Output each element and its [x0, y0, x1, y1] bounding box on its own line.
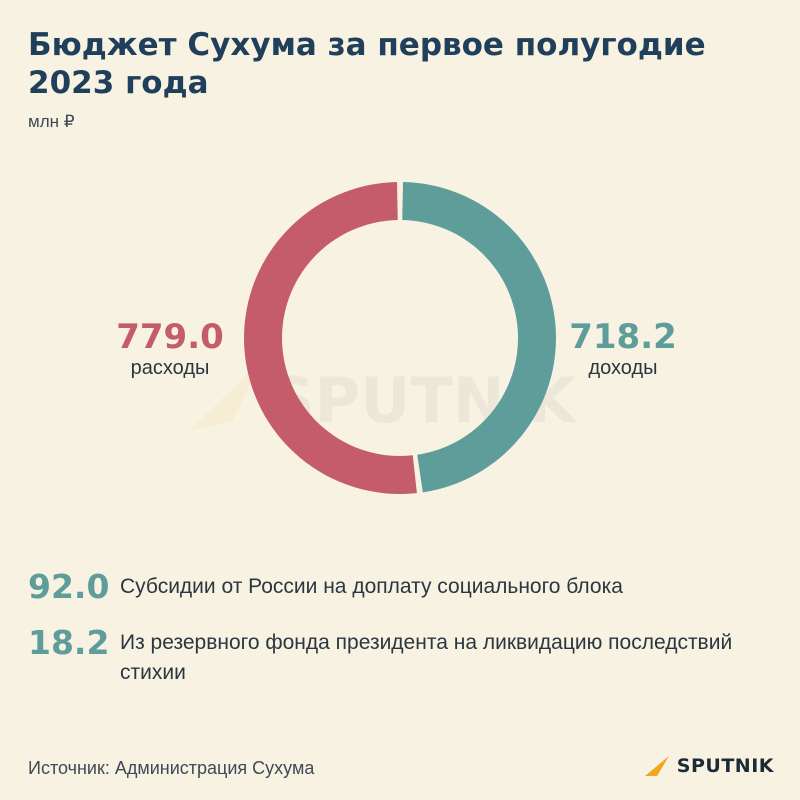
brand-logo: SPUTNIK: [643, 754, 774, 778]
donut-slices: [244, 182, 556, 494]
page-title: Бюджет Сухума за первое полугодие 2023 г…: [28, 27, 706, 101]
expenses-label: расходы: [131, 357, 210, 379]
watermark-logo-icon: [190, 360, 262, 430]
brand-name: SPUTNIK: [676, 755, 774, 777]
stat-item: 92.0 Субсидии от России на доплату социа…: [28, 568, 768, 606]
expenses-value: 779.0: [116, 317, 224, 357]
sputnik-logo-icon: [644, 756, 669, 776]
donut-slice-expenses: [244, 182, 417, 494]
donut-slice-income: [402, 182, 556, 493]
stat-text: Субсидии от России на доплату социальног…: [120, 575, 623, 598]
stat-value: 92.0: [28, 567, 110, 606]
income-label: доходы: [588, 357, 657, 379]
stat-value: 18.2: [28, 623, 110, 662]
stat-text: Из резервного фонда президента на ликвид…: [120, 631, 733, 684]
unit-label: млн ₽: [28, 112, 75, 131]
source-note: Источник: Администрация Сухума: [28, 758, 315, 778]
donut-chart: SPUTNIK 779.0 расходы 718.2 доходы: [116, 182, 677, 494]
stats-list: 92.0 Субсидии от России на доплату социа…: [28, 568, 768, 706]
stat-item: 18.2 Из резервного фонда президента на л…: [28, 624, 768, 688]
income-value: 718.2: [569, 317, 677, 357]
